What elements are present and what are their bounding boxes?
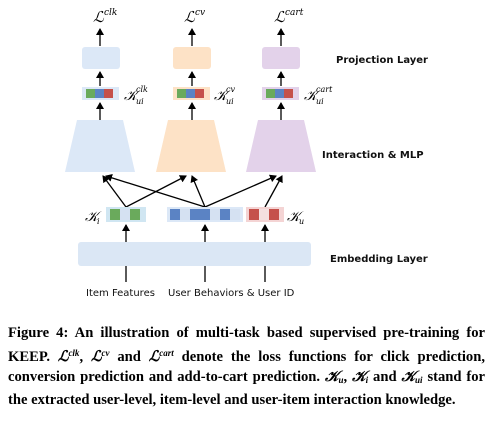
k-ui-strip-cv (173, 87, 210, 100)
loss-label-clk: ℒ clk (93, 8, 117, 26)
caption-k-i: 𝒦i (352, 369, 369, 385)
svg-text:ui: ui (136, 97, 144, 106)
svg-text:ℒ: ℒ (93, 8, 105, 26)
loss-label-cv: ℒ cv (184, 8, 205, 26)
mlp-trapezoid-clk (65, 120, 135, 172)
k-ui-strip-clk (82, 87, 119, 100)
k-u-id-strip (246, 207, 284, 222)
caption-part3: denote the loss functions for click pred… (8, 349, 485, 385)
loss-label-cart: ℒ cart (274, 8, 304, 26)
mlp-trapezoid-cv (156, 120, 226, 172)
projection-layer-label: Projection Layer (336, 55, 428, 66)
interaction-mlp-label: Interaction & MLP (322, 150, 424, 161)
k-ui-label-cv: 𝒦 cv ui (214, 85, 235, 106)
k-u-label: 𝒦 u (287, 209, 305, 226)
pretraining-diagram: ℒ clk ℒ cv ℒ cart Projection Layer (65, 8, 428, 299)
k-ui-label-clk: 𝒦 clk ui (124, 85, 148, 106)
caption-figure-label: Figure 4: (8, 325, 69, 341)
projection-box-cart (262, 47, 300, 69)
svg-text:cv: cv (226, 85, 235, 94)
input-label-user-behaviors: User Behaviors & User ID (168, 288, 295, 299)
caption-loss-cv: ℒcv (90, 348, 110, 365)
svg-text:clk: clk (104, 8, 117, 18)
svg-text:clk: clk (136, 85, 148, 94)
projection-box-cv (173, 47, 211, 69)
svg-text:ℒ: ℒ (274, 8, 286, 26)
svg-text:cart: cart (285, 8, 304, 18)
k-i-strip (106, 207, 146, 222)
svg-text:i: i (97, 217, 100, 226)
arrow-ku1-mlp-cart (204, 174, 277, 208)
svg-text:ui: ui (226, 97, 234, 106)
figure-caption: Figure 4: An illustration of multi-task … (8, 325, 486, 408)
caption-loss-cart: ℒcart (148, 348, 174, 365)
k-ui-label-cart: 𝒦 cart ui (304, 85, 333, 106)
arrow-ku1-mlp-cv (190, 175, 206, 208)
arrow-ku1-mlp-clk (105, 173, 206, 208)
k-i-label: 𝒦 i (85, 209, 103, 226)
embedding-bar (78, 242, 311, 266)
k-ui-strip-cart (262, 87, 299, 100)
caption-part4: stand for the extracted user-level, item… (8, 369, 486, 408)
caption-k-u: 𝒦u (324, 369, 344, 385)
mlp-trapezoid-cart (246, 120, 316, 172)
caption-part2: and (117, 349, 141, 365)
svg-text:ℒ: ℒ (184, 8, 196, 26)
svg-text:ui: ui (316, 97, 324, 106)
svg-text:𝒦: 𝒦 (85, 209, 103, 225)
caption-part1: An illustration of multi-task based supe… (8, 325, 485, 365)
caption-and: and (373, 369, 397, 385)
projection-box-clk (82, 47, 120, 69)
input-label-item-features: Item Features (86, 288, 155, 299)
embedding-layer-label: Embedding Layer (330, 254, 428, 265)
caption-k-ui: 𝒦ui (401, 369, 423, 385)
svg-text:u: u (299, 217, 304, 226)
caption-loss-clk: ℒclk (57, 348, 80, 365)
arrow-ku2-mlp-cart (264, 175, 283, 208)
svg-text:cart: cart (316, 85, 333, 94)
svg-text:cv: cv (195, 8, 205, 18)
k-u-behavior-strip (167, 207, 243, 222)
